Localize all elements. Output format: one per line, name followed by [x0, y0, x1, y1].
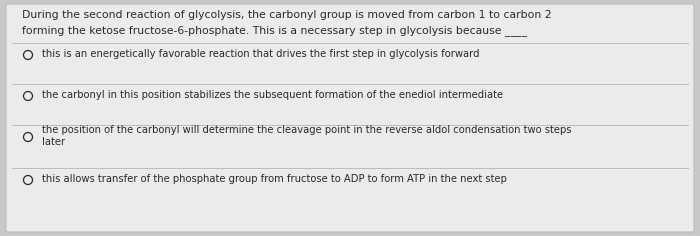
Text: this allows transfer of the phosphate group from fructose to ADP to form ATP in : this allows transfer of the phosphate gr… — [42, 174, 507, 184]
Text: During the second reaction of glycolysis, the carbonyl group is moved from carbo: During the second reaction of glycolysis… — [22, 10, 552, 20]
FancyBboxPatch shape — [6, 4, 694, 232]
Text: the position of the carbonyl will determine the cleavage point in the reverse al: the position of the carbonyl will determ… — [42, 125, 571, 147]
Text: the carbonyl in this position stabilizes the subsequent formation of the enediol: the carbonyl in this position stabilizes… — [42, 90, 503, 100]
Text: this is an energetically favorable reaction that drives the first step in glycol: this is an energetically favorable react… — [42, 49, 480, 59]
Text: forming the ketose fructose-6-phosphate. This is a necessary step in glycolysis : forming the ketose fructose-6-phosphate.… — [22, 25, 527, 36]
